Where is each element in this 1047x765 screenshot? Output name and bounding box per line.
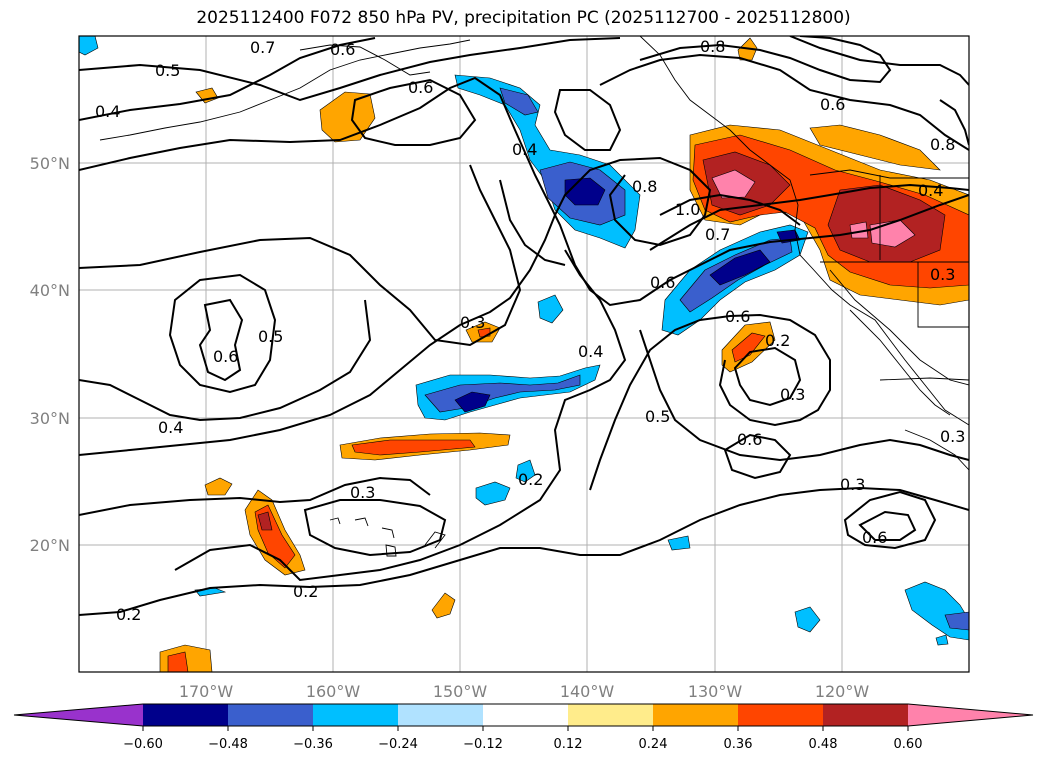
contour-label: 0.6	[408, 78, 433, 97]
colorbar: −0.60 −0.48 −0.36 −0.24 −0.12 0.12 0.24 0.36 0.4…	[13, 703, 1034, 752]
colorbar-tick-label: 0.48	[809, 737, 838, 752]
map-frame	[78, 35, 970, 673]
contour-label: 0.3	[780, 385, 805, 404]
contour-label: 0.7	[705, 225, 730, 244]
colorbar-segment	[823, 704, 908, 726]
contour-label: 0.6	[650, 273, 675, 292]
contour-label: 0.3	[460, 313, 485, 332]
contour-label: 0.6	[862, 528, 887, 547]
contour-label: 0.8	[632, 177, 657, 196]
lon-tick-label: 120°W	[815, 682, 870, 701]
contour-label: 0.2	[293, 582, 318, 601]
colorbar-tick-label: −0.24	[378, 737, 418, 752]
lat-tick-label: 50°N	[30, 154, 70, 173]
colorbar-tick-label: −0.48	[208, 737, 248, 752]
map-panel: 0.7 0.6 0.8 0.5 0.4 0.6 0.6 0.8 0.4 0.8 …	[79, 36, 969, 672]
contour-label: 0.3	[930, 265, 955, 284]
colorbar-segment	[483, 704, 568, 726]
contour-label: 0.7	[250, 38, 275, 57]
contour-label: 0.6	[737, 430, 762, 449]
coastlines	[99, 36, 969, 471]
contour-label: 0.4	[918, 181, 943, 200]
colorbar-segment	[653, 704, 738, 726]
contour-labels: 0.7 0.6 0.8 0.5 0.4 0.6 0.6 0.8 0.4 0.8 …	[95, 37, 965, 624]
contour-label: 0.6	[820, 95, 845, 114]
contour-label: 0.2	[765, 331, 790, 350]
contour-label: 0.5	[258, 327, 283, 346]
contour-label: 1.0	[675, 200, 700, 219]
contour-label: 0.4	[578, 342, 603, 361]
colorbar-tick-label: −0.60	[123, 737, 163, 752]
colorbar-segment	[568, 704, 653, 726]
lat-tick-label: 30°N	[30, 409, 70, 428]
contour-label: 0.8	[930, 135, 955, 154]
contour-label: 0.4	[95, 102, 120, 121]
lon-tick-label: 170°W	[179, 682, 234, 701]
lat-tick-label: 20°N	[30, 536, 70, 555]
colorbar-segment	[738, 704, 823, 726]
colorbar-tick-label: 0.60	[894, 737, 923, 752]
contour-label: 0.5	[155, 61, 180, 80]
contour-label: 0.8	[700, 37, 725, 56]
colorbar-extend-low	[14, 704, 143, 726]
contour-label: 0.3	[840, 475, 865, 494]
pv-contours	[79, 36, 969, 616]
colorbar-segment	[143, 704, 228, 726]
islands	[329, 517, 446, 557]
lat-tick-label: 40°N	[30, 281, 70, 300]
colorbar-extend-high	[908, 704, 1033, 726]
contour-label: 0.2	[518, 470, 543, 489]
colorbar-tick-label: 0.12	[554, 737, 583, 752]
contour-label: 0.3	[940, 427, 965, 446]
contour-label: 0.6	[330, 40, 355, 59]
contour-label: 0.3	[350, 483, 375, 502]
colorbar-tick-label: −0.36	[293, 737, 333, 752]
lon-tick-label: 150°W	[433, 682, 488, 701]
colorbar-segment	[313, 704, 398, 726]
lat-axis: 50°N 40°N 30°N 20°N	[30, 154, 70, 555]
colorbar-tick-label: 0.24	[639, 737, 668, 752]
colorbar-segment	[228, 704, 313, 726]
precip-positive-shading	[159, 37, 969, 672]
colorbar-segment	[398, 704, 483, 726]
lon-tick-label: 160°W	[306, 682, 361, 701]
colorbar-tick-label: −0.12	[463, 737, 503, 752]
contour-label: 0.4	[512, 140, 537, 159]
contour-label: 0.4	[158, 418, 183, 437]
contour-label: 0.6	[213, 347, 238, 366]
lon-tick-label: 140°W	[560, 682, 615, 701]
precip-negative-shading	[79, 36, 969, 646]
contour-label: 0.6	[725, 307, 750, 326]
contour-label: 0.2	[116, 605, 141, 624]
contour-label: 0.5	[645, 407, 670, 426]
lon-axis: 170°W 160°W 150°W 140°W 130°W 120°W	[179, 682, 870, 701]
lon-tick-label: 130°W	[688, 682, 743, 701]
colorbar-tick-label: 0.36	[724, 737, 753, 752]
chart-title: 2025112400 F072 850 hPa PV, precipitatio…	[196, 8, 851, 28]
